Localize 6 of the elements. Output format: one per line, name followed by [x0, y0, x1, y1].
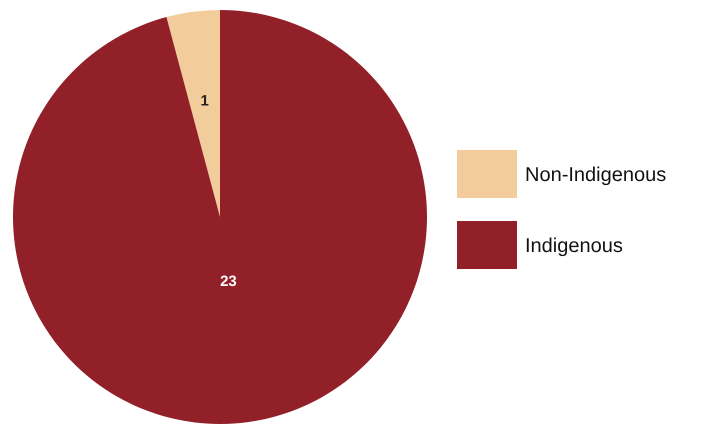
pie-slice: [13, 10, 427, 424]
data-label: 23: [220, 273, 237, 290]
data-label: 1: [200, 92, 209, 110]
pie-slice: [166, 10, 220, 217]
legend-label: Non-Indigenous: [525, 164, 666, 186]
legend-label: Indigenous: [525, 235, 623, 257]
